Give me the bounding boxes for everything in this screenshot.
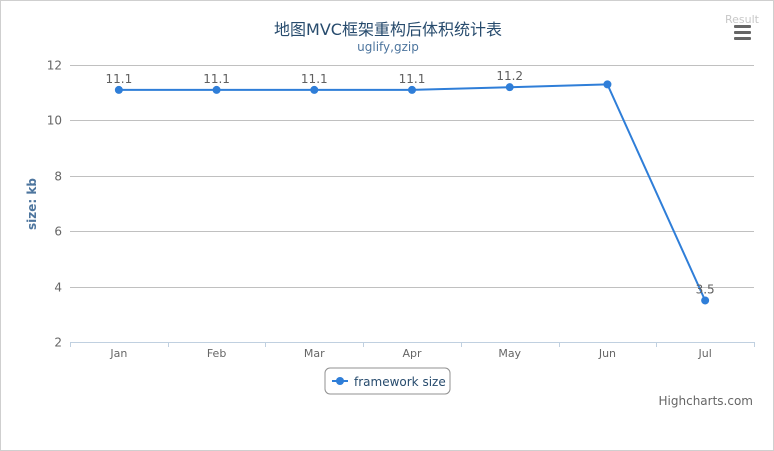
data-point[interactable] [114, 85, 123, 94]
y-tick-label: 4 [54, 281, 62, 295]
menu-bar [734, 37, 751, 40]
data-point[interactable] [701, 296, 710, 305]
legend-box [324, 367, 451, 395]
y-tick-label: 12 [47, 59, 62, 73]
menu-bar [734, 31, 751, 34]
hamburger-menu-icon[interactable] [734, 25, 752, 41]
y-tick-label: 8 [54, 170, 62, 184]
x-tick-label: Jul [698, 347, 712, 360]
legend-marker-symbol [336, 377, 344, 385]
x-tick-label: Apr [402, 347, 422, 360]
x-tick-label: Jun [598, 347, 616, 360]
data-label: 3.5 [696, 282, 715, 296]
y-tick-label: 6 [54, 225, 62, 239]
result-label: Result [725, 13, 759, 26]
y-tick-label: 10 [47, 114, 62, 128]
label-layer: 11.1 11.1 11.1 11.1 11.2 3.5 [105, 69, 714, 296]
chart-title: 地图MVC框架重构后体积统计表 [274, 20, 502, 39]
data-point[interactable] [310, 85, 319, 94]
legend[interactable]: framework size [324, 367, 451, 395]
series-layer [114, 80, 710, 305]
x-tick-label: Mar [304, 347, 325, 360]
data-point[interactable] [505, 83, 514, 92]
data-point[interactable] [603, 80, 612, 89]
data-point[interactable] [212, 85, 221, 94]
x-tick-label: May [498, 347, 521, 360]
credits-link[interactable]: Highcharts.com [658, 394, 753, 408]
axis-layer: 2 4 6 8 10 12 Jan Feb Mar Apr May Jun Jul [47, 59, 755, 360]
x-tick-label: Jan [109, 347, 127, 360]
data-label: 11.1 [105, 72, 132, 86]
series-line [117, 83, 707, 302]
data-point[interactable] [408, 85, 416, 94]
grid-layer [70, 65, 754, 288]
x-tick-label: Feb [207, 347, 226, 360]
legend-item-label[interactable]: framework size [354, 375, 446, 389]
data-label: 11.1 [301, 72, 328, 86]
data-label: 11.2 [496, 69, 523, 83]
chart-subtitle: uglify,gzip [357, 40, 419, 54]
y-tick-label: 2 [54, 336, 62, 350]
data-label: 11.1 [203, 72, 230, 86]
menu-bar [734, 25, 751, 28]
y-axis-title: size: kb [25, 178, 39, 230]
data-label: 11.1 [399, 72, 426, 86]
